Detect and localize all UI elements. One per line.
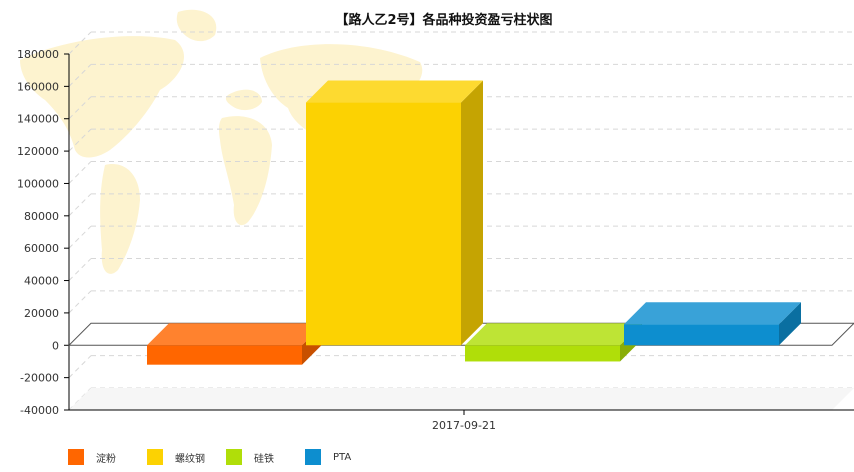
gridline-diagonal: [68, 161, 92, 184]
y-tick-label: 180000: [17, 48, 59, 61]
y-tick-label: 20000: [24, 307, 59, 320]
gridline-diagonal: [68, 225, 92, 249]
map-continent: [100, 164, 140, 274]
legend: 淀粉 螺纹钢 硅铁 PTA: [0, 448, 854, 466]
gridline-diagonal: [68, 290, 92, 314]
legend-label: PTA: [333, 451, 352, 463]
legend-item[interactable]: 硅铁: [226, 448, 274, 466]
y-tick-label: 140000: [17, 113, 59, 126]
gridline-diagonal: [68, 355, 92, 378]
legend-item[interactable]: PTA: [305, 448, 351, 466]
y-tick-label: 0: [52, 339, 59, 352]
bar-front: [624, 324, 779, 346]
bar-3: [465, 323, 642, 362]
bar-side: [779, 302, 801, 346]
y-tick-label: 60000: [24, 242, 59, 255]
bar-4: [624, 302, 801, 346]
bar-side: [461, 80, 483, 346]
bar-front: [465, 345, 620, 362]
y-tick-label: 80000: [24, 210, 59, 223]
legend-item[interactable]: 螺纹钢: [147, 448, 205, 466]
bar-front: [306, 102, 461, 346]
y-tick-label: 160000: [17, 80, 59, 93]
map-continent: [225, 89, 262, 111]
floor-plane: [69, 388, 854, 410]
bar-top: [465, 323, 642, 346]
y-axis-ticks: 180000 160000 140000 120000 100000 80000 60000…: [17, 48, 59, 417]
x-category-label: 2017-09-21: [432, 419, 496, 432]
bar-front: [147, 345, 302, 365]
legend-swatch: [305, 449, 321, 465]
map-continent: [218, 116, 272, 226]
legend-label: 硅铁: [254, 453, 274, 465]
y-tick-label: -20000: [20, 372, 59, 385]
gridline-diagonal: [68, 193, 92, 217]
bar-2: [306, 80, 483, 346]
legend-item[interactable]: 淀粉: [68, 448, 116, 466]
x-axis-categories: 2017-09-21: [432, 410, 496, 432]
bar-top: [147, 323, 324, 346]
legend-label: 螺纹钢: [175, 453, 205, 465]
bars: [147, 80, 801, 365]
map-continent: [176, 9, 217, 42]
y-tick-label: -40000: [20, 404, 59, 417]
bar-1: [147, 323, 324, 365]
bar-top: [624, 302, 801, 325]
bar-top: [306, 80, 483, 103]
legend-swatch: [226, 449, 242, 465]
y-tick-label: 120000: [17, 145, 59, 158]
y-tick-label: 40000: [24, 275, 59, 288]
chart-title: 【路人乙2号】各品种投资盈亏柱状图: [335, 12, 552, 28]
legend-label: 淀粉: [96, 453, 116, 465]
gridline-diagonal: [68, 258, 92, 281]
axes: [64, 53, 854, 411]
legend-swatch: [147, 449, 163, 465]
y-tick-label: 100000: [17, 177, 59, 190]
legend-swatch: [68, 449, 84, 465]
